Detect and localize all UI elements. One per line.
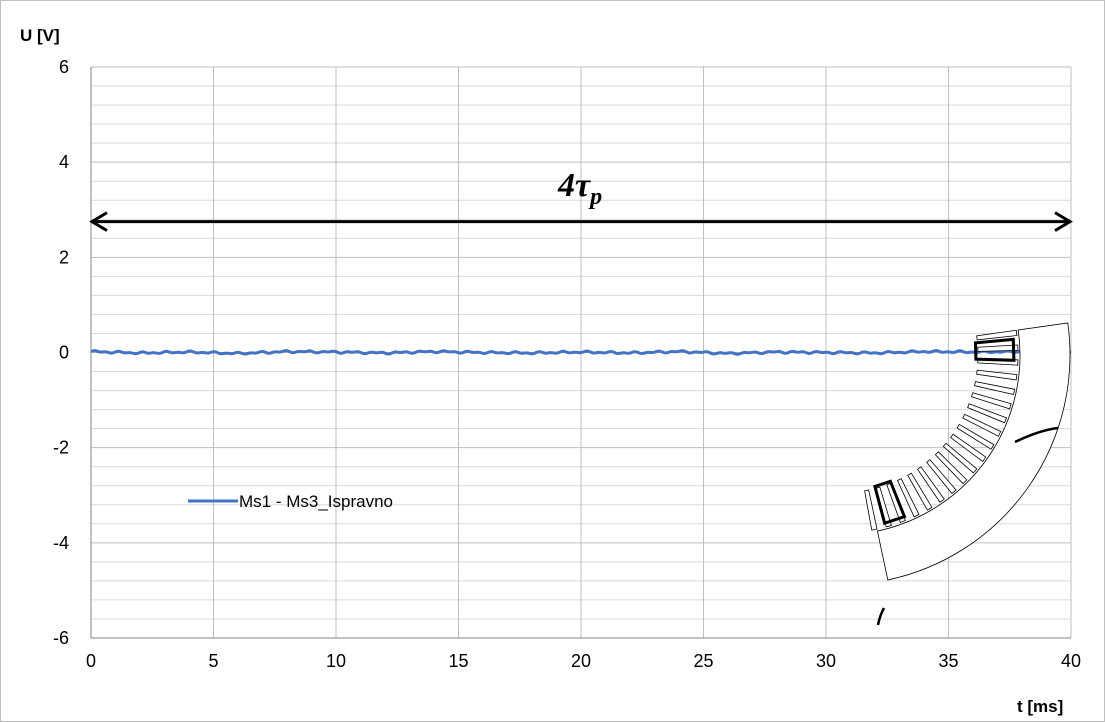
core-tooth: [962, 413, 1002, 437]
coil-winding: [873, 479, 907, 526]
coil-lead: [1014, 426, 1059, 444]
x-axis-title: t [ms]: [1017, 697, 1063, 716]
arrow-head-left: [89, 211, 108, 232]
legend: Ms1 - Ms3_Ispravno: [188, 492, 393, 511]
x-tick-label: 15: [448, 651, 468, 671]
stator-core-illustration: [864, 322, 1071, 626]
core-tooth: [942, 442, 978, 474]
core-tooth: [956, 423, 995, 450]
x-tick-label: 35: [938, 651, 958, 671]
y-tick-label: 4: [59, 152, 69, 172]
tau-label-subscript: p: [588, 184, 602, 210]
core-body: [876, 322, 1071, 581]
y-tick-label: -4: [53, 533, 69, 553]
core-tooth: [896, 478, 920, 518]
legend-label: Ms1 - Ms3_Ispravno: [239, 492, 393, 511]
y-tick-labels: -6 -4 -2 0 2 4 6: [53, 57, 69, 648]
core-tooth: [926, 459, 957, 495]
core-tooth: [864, 489, 878, 531]
x-tick-label: 25: [693, 651, 713, 671]
core-tooth: [976, 369, 1018, 381]
tau-label-main: 4τ: [557, 167, 591, 204]
core-tooth: [934, 451, 968, 485]
x-tick-label: 0: [86, 651, 96, 671]
series-line: [90, 348, 1072, 356]
axes: [90, 67, 1071, 639]
core-tooth: [974, 381, 1016, 396]
x-tick-labels: 0 5 10 15 20 25 30 35 40: [86, 651, 1081, 671]
coil-winding: [973, 337, 1016, 362]
arrow-head-right: [1054, 211, 1073, 232]
series-group: [90, 348, 1072, 356]
coil-lead: [876, 607, 886, 626]
x-tick-label: 20: [571, 651, 591, 671]
core-tooth: [976, 329, 1018, 341]
core-tooth: [907, 472, 933, 511]
core-tooth: [967, 403, 1008, 424]
tau-label: 4τp: [557, 167, 602, 210]
y-tick-label: 6: [59, 57, 69, 77]
core-tooth: [916, 466, 945, 503]
x-tick-label: 40: [1061, 651, 1081, 671]
y-axis-title: U [V]: [20, 26, 60, 45]
x-tick-label: 5: [208, 651, 218, 671]
y-tick-label: -6: [53, 628, 69, 648]
x-tick-label: 30: [816, 651, 836, 671]
core-tooth: [977, 344, 1019, 352]
core-tooth: [950, 433, 987, 462]
period-annotation: 4τp: [89, 167, 1073, 232]
y-tick-label: -2: [53, 438, 69, 458]
x-tick-label: 10: [326, 651, 346, 671]
core-tooth: [971, 392, 1012, 410]
y-tick-label: 0: [59, 343, 69, 363]
y-tick-label: 2: [59, 247, 69, 267]
